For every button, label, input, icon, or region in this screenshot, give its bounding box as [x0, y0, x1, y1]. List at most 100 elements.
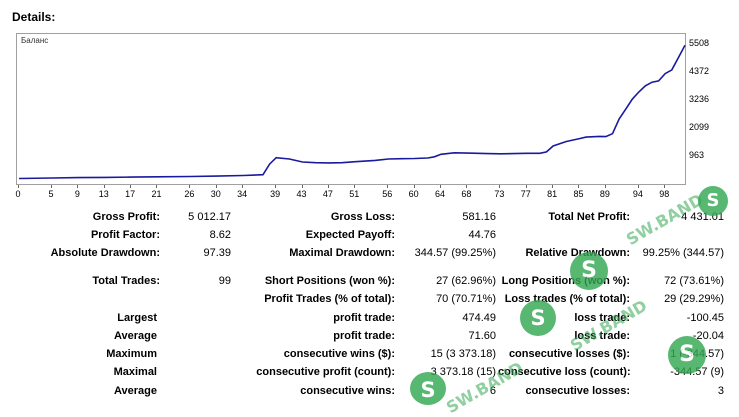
maximum-loss-label: consecutive losses ($):	[508, 348, 630, 360]
x-tick-mark	[637, 185, 639, 188]
x-tick-label: 94	[632, 189, 643, 199]
x-tick-mark	[440, 185, 442, 188]
balance-chart-svg	[18, 44, 686, 180]
x-tick-label: 9	[74, 189, 80, 199]
maximum-label: Maximum	[106, 348, 157, 360]
maximal-loss-label: consecutive loss (count):	[498, 366, 631, 378]
x-tick-label: 34	[237, 189, 248, 199]
loss-trades-value: 29 (29.29%)	[664, 293, 724, 305]
x-tick-label: 43	[296, 189, 307, 199]
y-tick-label: 2099	[689, 121, 710, 132]
x-tick-label: 98	[659, 189, 670, 199]
average-consecutive-label: Average	[113, 385, 157, 397]
x-tick-mark	[301, 185, 303, 188]
profit-factor-label: Profit Factor:	[90, 229, 160, 241]
y-tick-label: 5508	[689, 38, 710, 49]
relative-drawdown-label: Relative Drawdown:	[525, 247, 630, 259]
gross-loss-label: Gross Loss:	[330, 211, 395, 223]
maximal-profit-value: 3 373.18 (15)	[430, 366, 496, 378]
x-tick-mark	[578, 185, 580, 188]
x-tick-mark	[242, 185, 244, 188]
total-trades-label: Total Trades:	[92, 275, 160, 287]
x-tick-label: 5	[48, 189, 54, 199]
gross-profit-label: Gross Profit:	[92, 211, 160, 223]
x-tick-label: 64	[435, 189, 446, 199]
x-tick-mark	[499, 185, 501, 188]
x-tick-label: 17	[125, 189, 136, 199]
total-net-profit-label: Total Net Profit:	[548, 211, 630, 223]
maximal-drawdown-value: 344.57 (99.25%)	[414, 247, 496, 259]
profit-trades-label: Profit Trades (% of total):	[264, 293, 395, 305]
y-tick-label: 4372	[689, 66, 710, 77]
watermark-logo-icon: S	[410, 372, 446, 405]
maximal-drawdown-label: Maximal Drawdown:	[289, 247, 395, 259]
maximal-profit-label: consecutive profit (count):	[256, 366, 395, 378]
x-tick-label: 73	[494, 189, 505, 199]
absolute-drawdown-value: 97.39	[203, 247, 231, 259]
x-tick-label: 0	[15, 189, 21, 199]
x-tick-label: 47	[322, 189, 333, 199]
x-tick-label: 30	[210, 189, 221, 199]
profit-trades-value: 70 (70.71%)	[436, 293, 496, 305]
long-positions-value: 72 (73.61%)	[664, 275, 724, 287]
largest-profit-label: profit trade:	[333, 312, 395, 324]
average-loss-label: loss trade:	[574, 330, 630, 342]
absolute-drawdown-label: Absolute Drawdown:	[50, 247, 160, 259]
average-consecutive-losses-value: 3	[717, 385, 724, 397]
short-positions-value: 27 (62.96%)	[436, 275, 496, 287]
x-tick-label: 89	[599, 189, 610, 199]
maximal-label: Maximal	[113, 366, 157, 378]
watermark-logo-icon: S	[570, 252, 608, 290]
average-loss-value: -20.04	[692, 330, 724, 342]
x-tick-mark	[466, 185, 468, 188]
gross-profit-value: 5 012.17	[188, 211, 231, 223]
long-positions-label: Long Positions (won %):	[501, 275, 630, 287]
y-tick-label: 963	[689, 149, 705, 160]
x-tick-mark	[130, 185, 132, 188]
details-title: Details:	[12, 10, 56, 24]
x-tick-mark	[525, 185, 527, 188]
x-tick-mark	[664, 185, 666, 188]
x-tick-label: 21	[151, 189, 162, 199]
short-positions-label: Short Positions (won %):	[264, 275, 395, 287]
total-trades-value: 99	[218, 275, 231, 287]
x-tick-label: 85	[573, 189, 584, 199]
x-tick-label: 81	[547, 189, 558, 199]
largest-profit-value: 474.49	[462, 312, 496, 324]
watermark-logo-icon: S	[698, 186, 728, 216]
x-tick-mark	[215, 185, 217, 188]
x-tick-mark	[387, 185, 389, 188]
x-tick-mark	[275, 185, 277, 188]
x-tick-label: 13	[98, 189, 109, 199]
x-tick-mark	[604, 185, 606, 188]
x-tick-label: 56	[382, 189, 393, 199]
maximum-profit-value: 15 (3 373.18)	[430, 348, 496, 360]
x-tick-label: 60	[408, 189, 419, 199]
average-consecutive-wins-value: 6	[489, 385, 496, 397]
x-tick-mark	[189, 185, 191, 188]
relative-drawdown-value: 99.25% (344.57)	[642, 247, 724, 259]
x-tick-mark	[103, 185, 105, 188]
expected-payoff-label: Expected Payoff:	[305, 229, 395, 241]
watermark-logo-icon: S	[520, 300, 556, 336]
x-tick-label: 77	[520, 189, 531, 199]
profit-factor-value: 8.62	[209, 229, 231, 241]
x-tick-mark	[354, 185, 356, 188]
average-consecutive-losses-label: consecutive losses:	[525, 385, 630, 397]
maximum-profit-label: consecutive wins ($):	[283, 348, 395, 360]
x-tick-mark	[552, 185, 554, 188]
chart-legend: Баланс	[21, 36, 49, 45]
x-tick-mark	[156, 185, 158, 188]
x-tick-mark	[50, 185, 52, 188]
x-tick-mark	[413, 185, 415, 188]
x-tick-mark	[18, 185, 19, 188]
loss-trades-label: Loss trades (% of total):	[504, 293, 630, 305]
x-tick-label: 68	[461, 189, 472, 199]
largest-loss-label: loss trade:	[574, 312, 630, 324]
x-tick-label: 51	[349, 189, 360, 199]
y-tick-label: 3236	[689, 93, 710, 104]
gross-loss-value: 581.16	[462, 211, 496, 223]
x-tick-mark	[77, 185, 79, 188]
expected-payoff-value: 44.76	[468, 229, 496, 241]
average-profit-label: profit trade:	[333, 330, 395, 342]
